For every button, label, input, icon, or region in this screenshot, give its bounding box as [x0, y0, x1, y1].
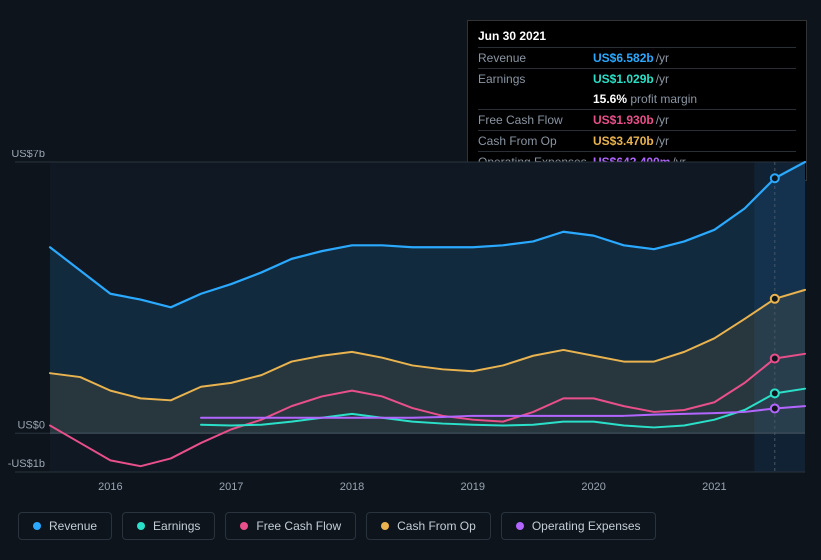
tooltip-value: US$1.029b: [593, 72, 654, 86]
svg-text:US$7b: US$7b: [11, 150, 45, 160]
circle-icon: [33, 522, 41, 530]
legend: Revenue Earnings Free Cash Flow Cash Fro…: [18, 512, 656, 540]
tooltip-row-margin: 15.6% profit margin: [478, 89, 796, 109]
legend-label: Free Cash Flow: [256, 519, 341, 533]
svg-text:2019: 2019: [461, 481, 485, 493]
legend-label: Earnings: [153, 519, 200, 533]
tooltip-unit: /yr: [656, 134, 669, 148]
tooltip-unit: /yr: [656, 72, 669, 86]
circle-icon: [240, 522, 248, 530]
svg-text:2016: 2016: [98, 481, 122, 493]
legend-item-earnings[interactable]: Earnings: [122, 512, 215, 540]
chart-svg: US$7b US$0 -US$1b 2016 2017 2018 2019 2020 2021: [0, 150, 821, 500]
tooltip-row-earnings: Earnings US$1.029b /yr: [478, 68, 796, 89]
tooltip-row-revenue: Revenue US$6.582b /yr: [478, 47, 796, 68]
line-chart[interactable]: US$7b US$0 -US$1b 2016 2017 2018 2019 2020 2021: [0, 150, 821, 500]
legend-label: Operating Expenses: [532, 519, 641, 533]
tooltip-margin-pct: 15.6%: [593, 92, 627, 106]
tooltip-row-fcf: Free Cash Flow US$1.930b /yr: [478, 109, 796, 130]
svg-text:US$0: US$0: [17, 419, 45, 431]
legend-item-revenue[interactable]: Revenue: [18, 512, 112, 540]
tooltip-label: Revenue: [478, 51, 593, 65]
legend-item-fcf[interactable]: Free Cash Flow: [225, 512, 356, 540]
financial-chart-panel: { "tooltip": { "date": "Jun 30 2021", "r…: [0, 0, 821, 560]
tooltip-date: Jun 30 2021: [478, 27, 796, 47]
svg-text:2020: 2020: [581, 481, 605, 493]
tooltip-value: US$1.930b: [593, 113, 654, 127]
legend-item-cfo[interactable]: Cash From Op: [366, 512, 491, 540]
circle-icon: [137, 522, 145, 530]
tooltip-value: US$3.470b: [593, 134, 654, 148]
legend-label: Cash From Op: [397, 519, 476, 533]
svg-text:-US$1b: -US$1b: [8, 458, 45, 470]
tooltip-value: US$6.582b: [593, 51, 654, 65]
svg-text:2018: 2018: [340, 481, 364, 493]
circle-icon: [381, 522, 389, 530]
tooltip-margin-label: profit margin: [627, 92, 697, 106]
tooltip-label: Free Cash Flow: [478, 113, 593, 127]
legend-item-opex[interactable]: Operating Expenses: [501, 512, 656, 540]
tooltip-label: Cash From Op: [478, 134, 593, 148]
legend-label: Revenue: [49, 519, 97, 533]
tooltip-unit: /yr: [656, 51, 669, 65]
svg-text:2017: 2017: [219, 481, 243, 493]
circle-icon: [516, 522, 524, 530]
tooltip-unit: /yr: [656, 113, 669, 127]
svg-text:2021: 2021: [702, 481, 726, 493]
tooltip-row-cfo: Cash From Op US$3.470b /yr: [478, 130, 796, 151]
tooltip-label: Earnings: [478, 72, 593, 86]
